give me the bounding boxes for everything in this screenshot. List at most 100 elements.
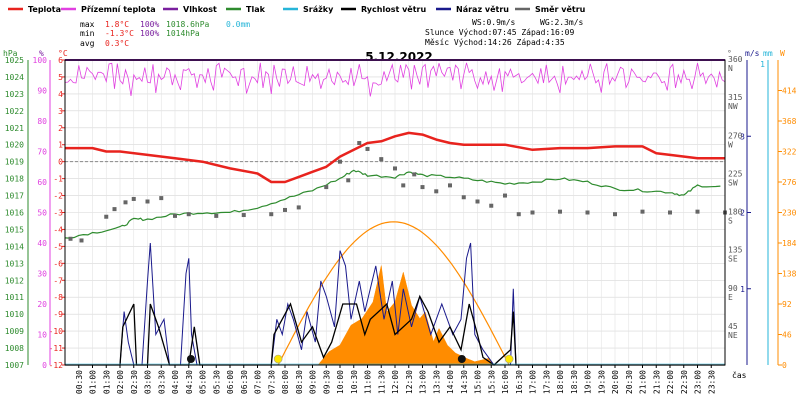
time-tick-label: 04:30 xyxy=(185,370,194,394)
direction-tick-label: 315 xyxy=(728,93,743,102)
legend-item[interactable]: Vlhkost xyxy=(163,5,217,14)
wind-direction-point xyxy=(668,210,672,215)
wind-direction-point xyxy=(68,236,73,241)
axes: 61025510244102331022210211102001019-1101… xyxy=(5,55,797,394)
unit-time: čas xyxy=(732,370,747,380)
time-tick-label: 18:00 xyxy=(556,370,565,394)
direction-compass-label: N xyxy=(728,64,733,73)
time-tick-label: 17:00 xyxy=(529,370,538,394)
sun-marker xyxy=(273,354,283,364)
temp-tick-label: 4 xyxy=(58,90,63,99)
wind-direction-point xyxy=(283,207,287,212)
pressure-line xyxy=(64,169,721,239)
temp-tick-label: 5 xyxy=(58,73,63,82)
stat-avg-temp: 0.3°C xyxy=(105,39,129,48)
pressure-tick-label: 1015 xyxy=(5,225,24,234)
solar-tick-label: 322 xyxy=(782,148,797,157)
humidity-tick-label: 40 xyxy=(37,239,47,248)
time-tick-label: 13:00 xyxy=(419,370,428,394)
time-tick-label: 04:00 xyxy=(171,370,180,394)
time-tick-label: 20:00 xyxy=(611,370,620,394)
wind-direction-point xyxy=(412,172,417,177)
humidity-tick-label: 80 xyxy=(37,117,47,126)
time-tick-label: 20:30 xyxy=(625,370,634,394)
stat-max-label: max xyxy=(80,20,95,29)
time-tick-label: 15:30 xyxy=(487,370,496,394)
time-tick-label: 21:30 xyxy=(652,370,661,394)
time-tick-label: 22:30 xyxy=(680,370,689,394)
wind-direction-point xyxy=(420,185,425,190)
stat-moon: Měsíc Východ:14:26 Západ:4:35 xyxy=(425,38,565,47)
unit-degrees: ° xyxy=(727,49,732,58)
direction-tick-label: 135 xyxy=(728,246,743,255)
legend-item[interactable]: Tlak xyxy=(226,5,266,14)
wind-direction-point xyxy=(79,238,84,243)
legend-item[interactable]: Srážky xyxy=(283,5,334,14)
direction-compass-label: NW xyxy=(728,102,738,111)
solar-tick-label: 230 xyxy=(782,209,797,218)
stats-block: max 1.8°C 100% 1018.6hPa 0.0mm min -1.3°… xyxy=(80,18,584,48)
pressure-tick-label: 1017 xyxy=(5,192,24,201)
wind-direction-point xyxy=(123,200,128,205)
pressure-tick-label: 1009 xyxy=(5,327,24,336)
legend: Teplota Přízemní teplota Vlhkost Tlak Srážky… xyxy=(8,4,586,14)
legend-item[interactable]: Teplota xyxy=(8,5,61,14)
time-tick-label: 15:00 xyxy=(474,370,483,394)
direction-compass-label: E xyxy=(728,293,733,302)
direction-compass-label: SE xyxy=(728,255,738,264)
stat-max-rain: 0.0mm xyxy=(226,20,250,29)
wind-direction-point xyxy=(357,141,362,146)
pressure-tick-label: 1019 xyxy=(5,158,24,167)
time-tick-label: 02:30 xyxy=(130,370,139,394)
pressure-tick-label: 1022 xyxy=(5,107,24,116)
temp-tick-label: -6 xyxy=(53,259,63,268)
wind-direction-point xyxy=(159,196,164,201)
wind-direction-point xyxy=(503,193,507,198)
unit-watts: W xyxy=(780,49,785,58)
solar-tick-label: 138 xyxy=(782,270,797,279)
temp-tick-label: -2 xyxy=(53,192,63,201)
legend-item[interactable]: Náraz větru xyxy=(436,4,509,14)
time-tick-label: 19:00 xyxy=(584,370,593,394)
humidity-tick-label: 60 xyxy=(37,178,47,187)
pressure-tick-label: 1023 xyxy=(5,90,24,99)
direction-compass-label: W xyxy=(728,140,733,149)
legend-label: Náraz větru xyxy=(456,4,509,14)
temperature-line xyxy=(65,131,725,184)
temp-tick-label: 0 xyxy=(58,158,63,167)
time-tick-label: 11:30 xyxy=(377,370,386,394)
time-tick-label: 05:00 xyxy=(199,370,208,394)
temp-tick-label: -12 xyxy=(49,361,64,370)
legend-label: Teplota xyxy=(28,5,61,14)
stat-min-pressure: 1014hPa xyxy=(166,29,200,38)
wind-direction-point xyxy=(346,178,351,183)
pressure-tick-label: 1013 xyxy=(5,259,24,268)
wind-direction-point xyxy=(558,209,562,214)
sun-marker xyxy=(504,354,514,364)
wind-direction-point xyxy=(448,183,452,188)
time-tick-label: 11:00 xyxy=(364,370,373,394)
pressure-tick-label: 1011 xyxy=(5,293,24,302)
legend-label: Tlak xyxy=(246,5,266,14)
legend-item[interactable]: Rychlost větru xyxy=(341,4,426,14)
temp-tick-label: 1 xyxy=(58,141,63,150)
humidity-tick-label: 10 xyxy=(37,331,47,340)
unit-labels: hPa % °C ° m/s mm W čas xyxy=(3,49,785,380)
stat-wind-gust: WG:2.3m/s xyxy=(540,18,584,27)
pressure-tick-label: 1012 xyxy=(5,276,24,285)
wind-direction-point xyxy=(296,205,301,210)
legend-item[interactable]: Přízemní teplota xyxy=(61,5,156,14)
wind-direction-point xyxy=(214,213,219,218)
time-tick-label: 19:30 xyxy=(597,370,606,394)
legend-item[interactable]: Směr větru xyxy=(515,4,586,14)
pressure-tick-label: 1014 xyxy=(5,242,24,251)
temp-tick-label: -3 xyxy=(53,209,63,218)
temp-tick-label: 6 xyxy=(58,56,63,65)
pressure-tick-label: 1008 xyxy=(5,344,24,353)
stat-max-temp: 1.8°C xyxy=(105,20,129,29)
temp-tick-label: -5 xyxy=(53,242,63,251)
time-tick-label: 08:00 xyxy=(281,370,290,394)
time-tick-label: 06:30 xyxy=(240,370,249,394)
time-tick-label: 14:00 xyxy=(446,370,455,394)
